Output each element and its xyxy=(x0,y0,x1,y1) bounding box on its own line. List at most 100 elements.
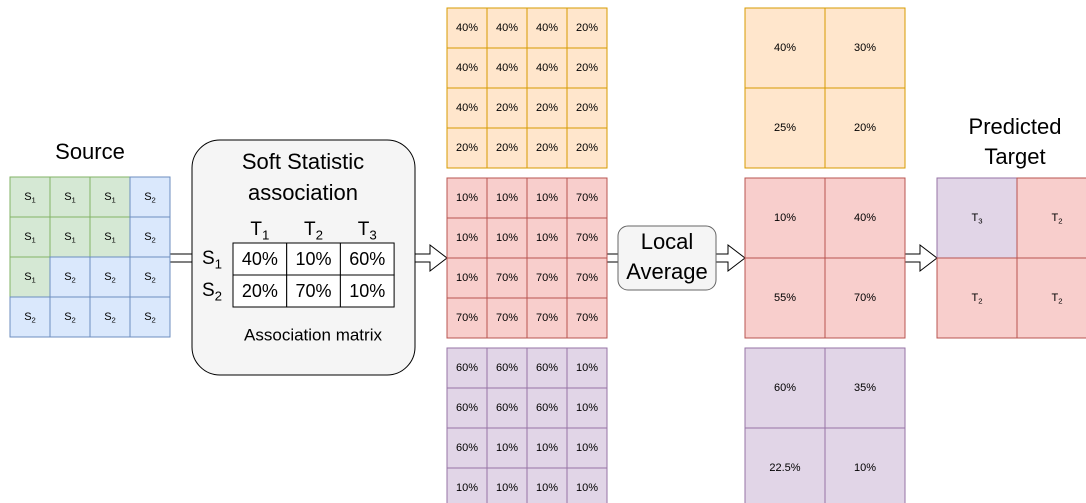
pixel-value: 70% xyxy=(576,312,598,324)
pixel-value: 10% xyxy=(576,482,598,494)
pixel-value: 10% xyxy=(536,192,558,204)
label-subscript: 2 xyxy=(215,288,222,303)
target-cell-label: T2 xyxy=(971,292,982,305)
averaged-value: 20% xyxy=(854,122,876,134)
target-cell-label: T2 xyxy=(1051,292,1062,305)
pixel-cell xyxy=(566,297,608,339)
local-average-label: Local xyxy=(641,229,694,254)
target-cell xyxy=(936,177,1018,259)
source-cell-label: S1 xyxy=(24,191,36,204)
source-cell-label: S2 xyxy=(144,231,156,244)
averaged-cell xyxy=(824,87,906,169)
averaged-cell xyxy=(824,427,906,503)
pixel-value: 40% xyxy=(496,62,518,74)
averaged-value: 25% xyxy=(774,122,796,134)
label-subscript: 1 xyxy=(215,256,222,271)
label-subscript: 2 xyxy=(152,195,156,204)
label-base: S xyxy=(144,191,151,203)
pixel-cell xyxy=(566,427,608,469)
target-cell-label: T2 xyxy=(1051,212,1062,225)
pixel-value: 10% xyxy=(576,362,598,374)
averaged-cell xyxy=(824,177,906,259)
label-base: S xyxy=(24,311,31,323)
pixel-cell xyxy=(446,127,488,169)
association-title: Soft Statistic xyxy=(242,149,364,174)
pixel-value: 10% xyxy=(576,442,598,454)
pixel-value: 10% xyxy=(496,482,518,494)
pixel-cell xyxy=(446,387,488,429)
source-cell xyxy=(129,216,171,258)
pixel-cell xyxy=(446,47,488,89)
source-cell xyxy=(89,216,131,258)
pixel-cell xyxy=(486,7,528,49)
source-cell-label: S1 xyxy=(24,231,36,244)
matrix-column-header: T2 xyxy=(304,219,323,242)
source-cell-label: S2 xyxy=(104,271,116,284)
pixel-cell xyxy=(566,257,608,299)
matrix-column-header: T3 xyxy=(358,219,377,242)
pixel-value: 10% xyxy=(496,232,518,244)
pixel-value: 10% xyxy=(536,232,558,244)
pixel-value: 40% xyxy=(456,22,478,34)
source-cell xyxy=(129,176,171,218)
pixel-value: 10% xyxy=(456,232,478,244)
target-cell xyxy=(936,257,1018,339)
label-base: S xyxy=(24,271,31,283)
pixel-value: 10% xyxy=(456,192,478,204)
label-subscript: 3 xyxy=(978,216,982,225)
pixel-cell xyxy=(446,217,488,259)
pixel-value: 20% xyxy=(536,102,558,114)
pixel-value: 20% xyxy=(576,22,598,34)
pixel-value: 10% xyxy=(456,272,478,284)
averaged-cell xyxy=(744,257,826,339)
pixel-cell xyxy=(526,257,568,299)
target-title: Target xyxy=(984,144,1045,169)
pixel-value: 10% xyxy=(536,442,558,454)
label-base: S xyxy=(104,191,111,203)
pixel-value: 10% xyxy=(576,402,598,414)
label-subscript: 2 xyxy=(112,315,116,324)
pixel-value: 60% xyxy=(536,362,558,374)
source-title: Source xyxy=(55,139,125,164)
label-base: S xyxy=(64,271,71,283)
arrow xyxy=(606,253,619,263)
source-cell-label: S1 xyxy=(64,231,76,244)
source-cell-label: S1 xyxy=(104,191,116,204)
source-cell-label: S2 xyxy=(144,311,156,324)
pixel-value: 40% xyxy=(536,62,558,74)
matrix-column-header: T1 xyxy=(250,219,269,242)
pixel-value: 60% xyxy=(456,362,478,374)
label-base: T xyxy=(304,219,316,240)
pixel-cell xyxy=(486,387,528,429)
averaged-value: 10% xyxy=(774,212,796,224)
pixel-value: 60% xyxy=(496,402,518,414)
source-cell xyxy=(49,256,91,298)
label-subscript: 3 xyxy=(369,227,376,242)
pixel-cell xyxy=(486,177,528,219)
source-cell-label: S1 xyxy=(24,271,36,284)
averaged-cell xyxy=(824,347,906,429)
pixel-cell xyxy=(446,87,488,129)
averaged-value: 70% xyxy=(854,292,876,304)
source-cell xyxy=(49,296,91,338)
matrix-cell xyxy=(232,274,288,308)
label-base: S xyxy=(144,271,151,283)
pixel-value: 70% xyxy=(536,312,558,324)
pixel-value: 10% xyxy=(496,442,518,454)
matrix-caption: Association matrix xyxy=(244,325,382,344)
source-cell-label: S2 xyxy=(24,311,36,324)
label-subscript: 2 xyxy=(1058,296,1062,305)
label-subscript: 2 xyxy=(72,315,76,324)
pixel-cell xyxy=(526,297,568,339)
label-base: S xyxy=(202,248,215,269)
averaged-value: 10% xyxy=(854,462,876,474)
pixel-cell xyxy=(446,7,488,49)
label-subscript: 2 xyxy=(978,296,982,305)
source-cell xyxy=(9,296,51,338)
label-subscript: 2 xyxy=(152,275,156,284)
pixel-value: 60% xyxy=(536,402,558,414)
pixel-cell xyxy=(566,47,608,89)
averaged-value: 30% xyxy=(854,42,876,54)
pixel-value: 70% xyxy=(576,272,598,284)
